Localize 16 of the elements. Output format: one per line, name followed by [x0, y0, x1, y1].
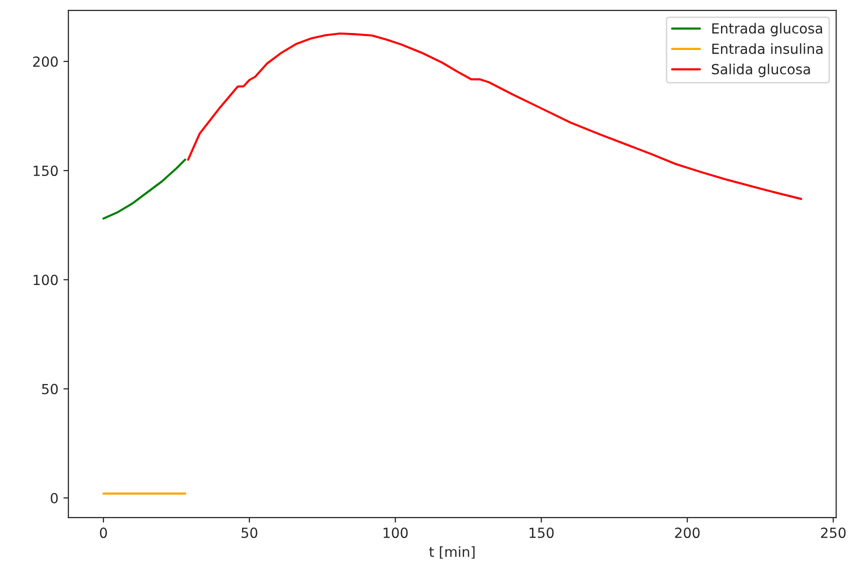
x-tick-label: 200	[675, 528, 700, 538]
y-tick-label: 50	[42, 384, 58, 394]
y-tick-label: 200	[33, 56, 58, 67]
legend-label: Salida glucosa	[712, 64, 810, 78]
x-tick-label: 0	[100, 528, 107, 538]
x-axis-title: t [min]	[429, 546, 475, 559]
legend-label: Entrada glucosa	[712, 22, 822, 36]
legend-label: Entrada insulina	[712, 43, 822, 54]
y-tick-label: 100	[34, 274, 58, 286]
x-tick-label: 150	[530, 528, 554, 538]
y-tick-label: 150	[34, 166, 58, 176]
line-series	[102, 158, 186, 220]
x-tick-label: 250	[821, 528, 846, 538]
x-tick-label: 50	[242, 528, 258, 538]
x-tick-label: 100	[384, 528, 408, 538]
y-tick-label: 0	[50, 492, 58, 504]
